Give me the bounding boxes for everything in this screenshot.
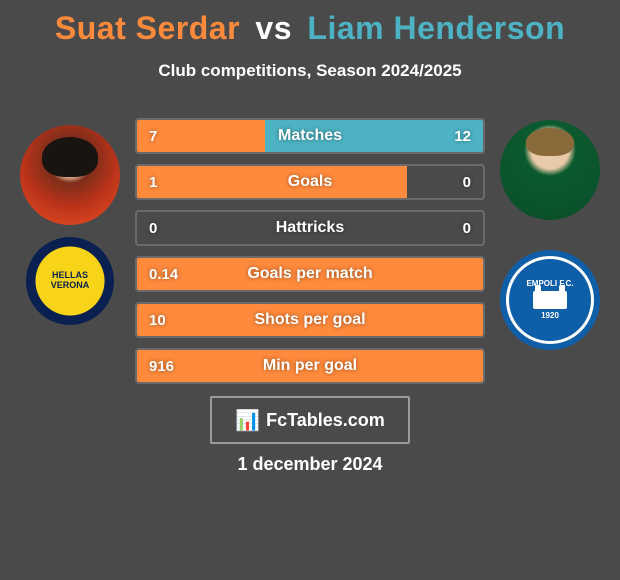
- left-avatars: HELLAS VERONA: [10, 125, 130, 337]
- badge-year: 1920: [526, 311, 573, 321]
- stat-label: Shots per goal: [137, 311, 483, 329]
- stat-row: 7Matches12: [135, 118, 485, 154]
- stat-row: 916Min per goal: [135, 348, 485, 384]
- hellas-verona-badge: HELLAS VERONA: [26, 237, 114, 325]
- title-player1: Suat Serdar: [55, 10, 240, 46]
- stat-label: Matches: [137, 127, 483, 145]
- stat-row: 0.14Goals per match: [135, 256, 485, 292]
- empoli-building-icon: [533, 291, 567, 309]
- stat-row: 1Goals0: [135, 164, 485, 200]
- comparison-card: Suat Serdar vs Liam Henderson Club compe…: [0, 0, 620, 580]
- subtitle: Club competitions, Season 2024/2025: [0, 61, 620, 81]
- date-label: 1 december 2024: [0, 454, 620, 475]
- chart-icon: 📊: [235, 408, 260, 433]
- stat-label: Min per goal: [137, 357, 483, 375]
- hellas-verona-text: HELLAS VERONA: [51, 271, 90, 291]
- empoli-badge: EMPOLI F.C. 1920: [500, 250, 600, 350]
- badge-text-top: EMPOLI F.C.: [526, 279, 573, 289]
- stat-row: 10Shots per goal: [135, 302, 485, 338]
- stat-label: Goals per match: [137, 265, 483, 283]
- empoli-text: EMPOLI F.C. 1920: [526, 279, 573, 320]
- title-vs: vs: [255, 10, 292, 46]
- stat-value-right: 12: [454, 128, 471, 145]
- player1-photo: [20, 125, 120, 225]
- stat-value-right: 0: [463, 220, 471, 237]
- fctables-text: FcTables.com: [266, 410, 385, 431]
- title: Suat Serdar vs Liam Henderson: [0, 0, 620, 47]
- player2-photo: [500, 120, 600, 220]
- fctables-link[interactable]: 📊 FcTables.com: [210, 396, 410, 444]
- stat-value-right: 0: [463, 174, 471, 191]
- stat-row: 0Hattricks0: [135, 210, 485, 246]
- stat-label: Hattricks: [137, 219, 483, 237]
- title-player2: Liam Henderson: [307, 10, 565, 46]
- stats-list: 7Matches121Goals00Hattricks00.14Goals pe…: [135, 118, 485, 394]
- stat-label: Goals: [137, 173, 483, 191]
- badge-text-bottom: VERONA: [51, 281, 90, 291]
- right-avatars: EMPOLI F.C. 1920: [490, 125, 610, 362]
